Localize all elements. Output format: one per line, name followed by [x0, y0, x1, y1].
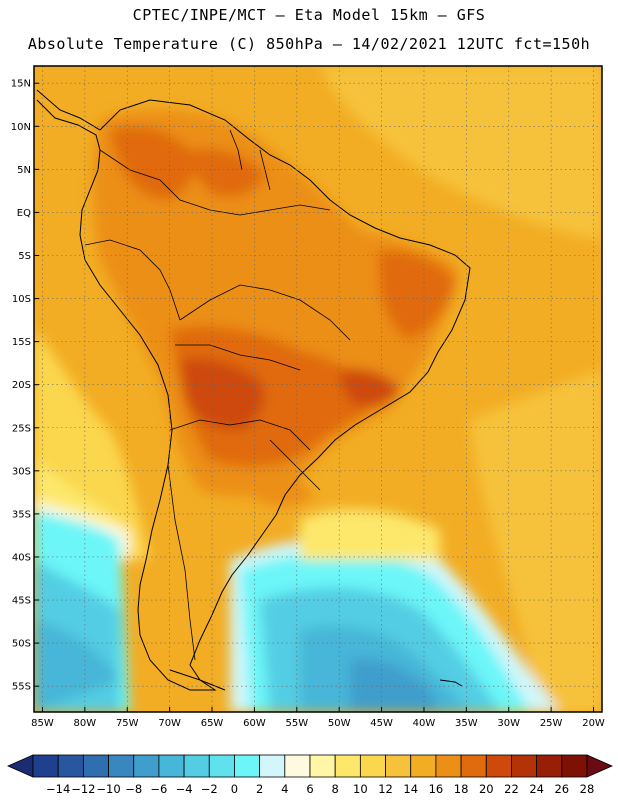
map-frame	[33, 65, 603, 713]
latitude-label: 35S	[12, 509, 31, 520]
latitude-label: EQ	[17, 208, 31, 219]
longitude-label: 60W	[243, 718, 266, 729]
colorbar-swatch	[536, 754, 563, 778]
latitude-label: 5N	[17, 165, 31, 176]
longitude-label: 70W	[158, 718, 181, 729]
colorbar-label: 6	[306, 782, 313, 796]
colorbar-label: 22	[504, 782, 519, 796]
longitude-label: 65W	[201, 718, 224, 729]
latitude-tick-labels: 15N 10N 5N EQ 5S 10S 15S 20S 25S 30S 35S 40S 45S 50S 5…	[11, 79, 39, 693]
longitude-label: 40W	[413, 718, 436, 729]
colorbar-label: 2	[256, 782, 263, 796]
colorbar-swatch	[32, 754, 59, 778]
colorbar-swatch	[511, 754, 538, 778]
latitude-label: 15N	[11, 79, 31, 90]
colorbar-label: −12	[71, 782, 95, 796]
colorbar-high-arrow	[586, 754, 613, 778]
latitude-label: 45S	[12, 596, 31, 607]
colorbar-label: 10	[353, 782, 368, 796]
colorbar-swatch	[133, 754, 160, 778]
map-title-line-1: CPTEC/INPE/MCT – Eta Model 15km – GFS	[132, 6, 486, 24]
colorbar-label: −10	[96, 782, 120, 796]
colorbar-label: 18	[454, 782, 469, 796]
latitude-label: 5S	[18, 251, 31, 262]
colorbar-label: 0	[231, 782, 238, 796]
colorbar-swatch	[284, 754, 311, 778]
longitude-label: 25W	[540, 718, 563, 729]
colorbar-swatch	[158, 754, 185, 778]
colorbar-label: 20	[479, 782, 494, 796]
colorbar-label: −2	[201, 782, 218, 796]
colorbar-low-arrow	[7, 754, 34, 778]
latitude-label: 10S	[12, 294, 31, 305]
lat-lon-gridlines	[34, 66, 602, 712]
longitude-label: 75W	[116, 718, 139, 729]
colorbar-label: 26	[554, 782, 569, 796]
colorbar-swatch	[234, 754, 261, 778]
colorbar-swatch	[183, 754, 210, 778]
colorbar-label: −14	[46, 782, 70, 796]
colorbar-swatch	[410, 754, 437, 778]
colorbar-label: 4	[281, 782, 288, 796]
longitude-label: 50W	[328, 718, 351, 729]
longitude-label: 30W	[497, 718, 520, 729]
colorbar-label: −4	[176, 782, 193, 796]
colorbar-label: 24	[529, 782, 544, 796]
colorbar-swatch	[435, 754, 462, 778]
colorbar-swatch	[561, 754, 588, 778]
coastline-layer	[36, 89, 471, 691]
latitude-label: 40S	[12, 552, 31, 563]
colorbar-swatch	[309, 754, 336, 778]
longitude-tick-labels: 85W 80W 75W 70W 65W 60W 55W 50W 45W 40W 35W 30W 25W 2…	[31, 707, 605, 729]
longitude-label: 55W	[285, 718, 308, 729]
colorbar-label: 16	[429, 782, 444, 796]
longitude-label: 45W	[370, 718, 393, 729]
colorbar-label: −8	[125, 782, 142, 796]
latitude-label: 15S	[12, 337, 31, 348]
colorbar-swatch	[82, 754, 109, 778]
colorbar-label: 8	[332, 782, 339, 796]
colorbar-swatch	[57, 754, 84, 778]
longitude-label: 80W	[74, 718, 97, 729]
longitude-label: 35W	[455, 718, 478, 729]
latitude-label: 50S	[12, 639, 31, 650]
colorbar-label: 12	[378, 782, 393, 796]
longitude-label: 85W	[31, 718, 54, 729]
map-title-line-2: Absolute Temperature (C) 850hPa – 14/02/…	[27, 35, 591, 53]
latitude-label: 10N	[11, 122, 31, 133]
colorbar-label: 28	[580, 782, 595, 796]
colorbar-swatch	[385, 754, 412, 778]
colorbar-swatch	[108, 754, 135, 778]
colorbar-swatch	[359, 754, 386, 778]
temperature-field	[34, 66, 602, 712]
colorbar-swatch	[208, 754, 235, 778]
latitude-label: 55S	[12, 682, 31, 693]
latitude-label: 25S	[12, 423, 31, 434]
colorbar-swatch	[259, 754, 286, 778]
latitude-label: 30S	[12, 466, 31, 477]
colorbar-swatch	[334, 754, 361, 778]
country-borders-layer	[84, 129, 351, 661]
longitude-label: 20W	[582, 718, 605, 729]
colorbar-label: 14	[403, 782, 418, 796]
colorbar-swatch	[460, 754, 487, 778]
colorbar-label: −6	[150, 782, 167, 796]
temperature-colorbar: −14 −12 −10 −8 −6 −4 −2 0 2 4 6 8 10 12 14 16 18 20 22 24 26…	[7, 754, 613, 796]
latitude-label: 20S	[12, 380, 31, 391]
colorbar-swatch	[485, 754, 512, 778]
